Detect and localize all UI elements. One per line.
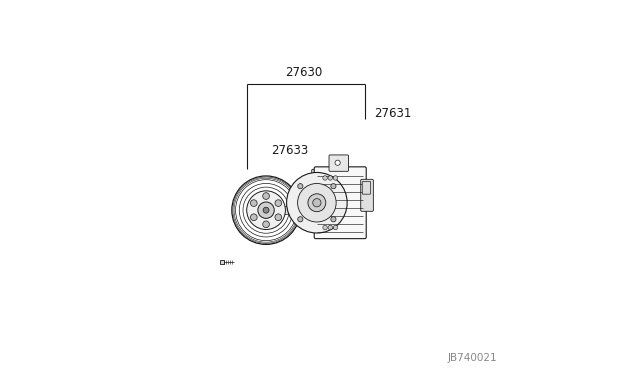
Circle shape <box>308 194 326 212</box>
Text: 27631: 27631 <box>374 107 412 120</box>
FancyBboxPatch shape <box>314 167 366 239</box>
Circle shape <box>335 160 340 166</box>
Circle shape <box>333 225 338 230</box>
Circle shape <box>287 173 347 233</box>
Bar <box>275 206 294 214</box>
Circle shape <box>333 176 338 180</box>
FancyBboxPatch shape <box>361 179 373 211</box>
Circle shape <box>331 184 336 189</box>
Circle shape <box>275 214 282 221</box>
Circle shape <box>262 193 269 199</box>
Circle shape <box>275 200 282 206</box>
Circle shape <box>258 202 275 218</box>
Circle shape <box>323 225 327 230</box>
Circle shape <box>328 225 333 230</box>
Text: JB740021: JB740021 <box>447 353 497 363</box>
Circle shape <box>262 221 269 228</box>
Circle shape <box>232 176 300 244</box>
Text: 27633: 27633 <box>271 144 308 157</box>
FancyBboxPatch shape <box>220 260 225 264</box>
FancyBboxPatch shape <box>362 182 371 194</box>
Circle shape <box>313 199 321 207</box>
Circle shape <box>263 207 269 213</box>
Circle shape <box>328 176 333 180</box>
Circle shape <box>331 217 336 222</box>
Text: 27630: 27630 <box>285 66 322 79</box>
Circle shape <box>298 183 336 222</box>
Circle shape <box>298 184 303 189</box>
Circle shape <box>323 176 327 180</box>
Circle shape <box>313 175 318 180</box>
Circle shape <box>250 214 257 221</box>
FancyBboxPatch shape <box>329 155 349 171</box>
Circle shape <box>298 217 303 222</box>
FancyBboxPatch shape <box>312 169 320 187</box>
Circle shape <box>246 191 285 230</box>
Circle shape <box>250 200 257 206</box>
